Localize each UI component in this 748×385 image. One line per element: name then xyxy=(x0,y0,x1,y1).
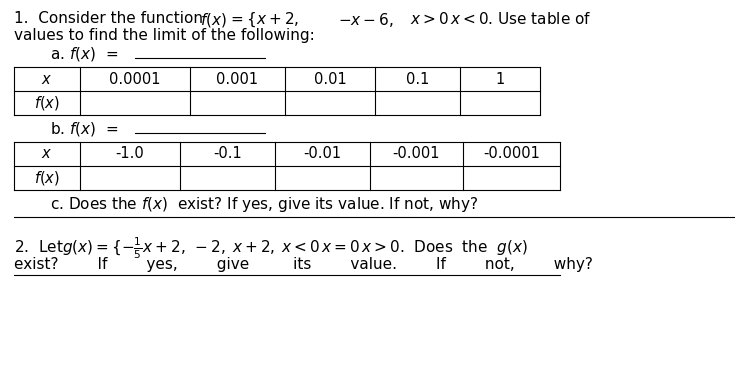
Text: -0.0001: -0.0001 xyxy=(483,147,540,161)
Text: b. $f(x)$  =: b. $f(x)$ = xyxy=(50,120,125,138)
Text: $x$: $x$ xyxy=(41,147,52,161)
Text: -0.1: -0.1 xyxy=(213,147,242,161)
Text: 0.001: 0.001 xyxy=(216,72,259,87)
Text: $- x - 6,$: $- x - 6,$ xyxy=(338,11,393,29)
Text: -1.0: -1.0 xyxy=(116,147,144,161)
Text: 0.01: 0.01 xyxy=(313,72,346,87)
Text: values to find the limit of the following:: values to find the limit of the followin… xyxy=(14,28,315,43)
Text: -0.001: -0.001 xyxy=(393,147,441,161)
Text: 1.  Consider the function: 1. Consider the function xyxy=(14,11,208,26)
Text: 2.  Let$g(x) = \{-\frac{1}{5}x + 2,\;  - 2,\; x + 2,\;  x < 0\, x = 0\, x > 0$. : 2. Let$g(x) = \{-\frac{1}{5}x + 2,\; - 2… xyxy=(14,235,527,261)
Text: $f(x)$: $f(x)$ xyxy=(200,11,227,29)
Text: 0.0001: 0.0001 xyxy=(109,72,161,87)
Text: $f(x)$: $f(x)$ xyxy=(34,169,60,187)
Text: $x > 0\, x < 0$. Use table of: $x > 0\, x < 0$. Use table of xyxy=(410,11,591,27)
Text: -0.01: -0.01 xyxy=(304,147,342,161)
Text: a. $f(x)$  =: a. $f(x)$ = xyxy=(50,45,125,63)
Text: 1: 1 xyxy=(495,72,505,87)
Text: $f(x)$: $f(x)$ xyxy=(34,94,60,112)
Text: $x$: $x$ xyxy=(41,72,52,87)
Text: exist?        If        yes,        give         its        value.        If    : exist? If yes, give its value. If xyxy=(14,257,593,272)
Text: $= \{x + 2,$: $= \{x + 2,$ xyxy=(228,11,299,29)
Text: 0.1: 0.1 xyxy=(406,72,429,87)
Text: c. Does the $f(x)$  exist? If yes, give its value. If not, why?: c. Does the $f(x)$ exist? If yes, give i… xyxy=(50,195,479,214)
